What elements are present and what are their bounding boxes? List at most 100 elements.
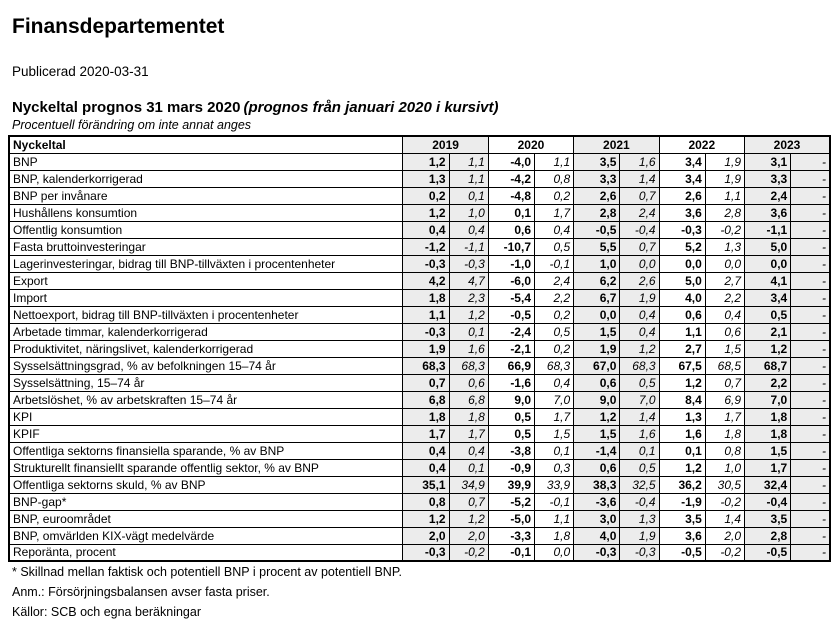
cell-2021-prognos-mars: 0,6 (573, 373, 621, 392)
cell-2019-prognos-januari: 2,3 (448, 288, 489, 307)
cell-2022-prognos-mars: 1,1 (658, 322, 706, 341)
row-label: Nettoexport, bidrag till BNP-tillväxten … (8, 305, 404, 324)
cell-2023-prognos-mars: 2,4 (743, 186, 792, 205)
cell-2020-prognos-mars: 39,9 (487, 475, 536, 494)
table-row: Offentliga sektorns finansiella sparande… (8, 441, 831, 460)
cell-2022-prognos-januari: 1,9 (704, 169, 746, 188)
cell-2021-prognos-januari: 32,5 (619, 475, 660, 494)
cell-2023-prognos-mars: 3,5 (743, 509, 792, 528)
cell-2019-prognos-mars: 1,1 (402, 305, 450, 324)
cell-2023-prognos-januari: - (790, 169, 831, 188)
cell-2022-prognos-januari: 68,5 (704, 356, 746, 375)
cell-2021-prognos-januari: 2,6 (619, 271, 660, 290)
cell-2022-prognos-mars: 1,6 (658, 424, 706, 443)
cell-2021-prognos-januari: 2,4 (619, 203, 660, 222)
cell-2023-prognos-januari: - (790, 288, 831, 307)
cell-2023-prognos-mars: -0,4 (743, 492, 792, 511)
footnotes: * Skillnad mellan faktisk och potentiell… (12, 565, 831, 620)
cell-2020-prognos-mars: -3,3 (487, 526, 536, 545)
cell-2019-prognos-januari: 1,7 (448, 424, 489, 443)
table-row: Sysselsättning, 15–74 år 0,7 0,6 -1,6 0,4 0,6… (8, 373, 831, 392)
cell-2023-prognos-januari: - (790, 475, 831, 494)
cell-2020-prognos-januari: 1,7 (533, 203, 575, 222)
cell-2022-prognos-mars: 36,2 (658, 475, 706, 494)
table-row: Lagerinvesteringar, bidrag till BNP-till… (8, 254, 831, 273)
cell-2023-prognos-januari: - (790, 220, 831, 239)
cell-2022-prognos-januari: -0,2 (704, 220, 746, 239)
cell-2020-prognos-mars: -0,1 (487, 543, 536, 562)
cell-2021-prognos-mars: -1,4 (573, 441, 621, 460)
cell-2020-prognos-januari: 0,8 (533, 169, 575, 188)
cell-2019-prognos-mars: 1,8 (402, 407, 450, 426)
cell-2019-prognos-mars: 4,2 (402, 271, 450, 290)
cell-2021-prognos-januari: 0,5 (619, 458, 660, 477)
cell-2021-prognos-mars: -0,5 (573, 220, 621, 239)
cell-2019-prognos-mars: 1,8 (402, 288, 450, 307)
cell-2022-prognos-januari: 1,4 (704, 509, 746, 528)
table-row: BNP, omvärlden KIX-vägt medelvärde 2,0 2,0… (8, 526, 831, 545)
cell-2020-prognos-januari: 0,5 (533, 322, 575, 341)
cell-2023-prognos-mars: 3,4 (743, 288, 792, 307)
cell-2020-prognos-januari: 2,4 (533, 271, 575, 290)
cell-2021-prognos-januari: 0,4 (619, 305, 660, 324)
row-label: Reporänta, procent (8, 543, 404, 562)
cell-2019-prognos-januari: 1,1 (448, 169, 489, 188)
cell-2021-prognos-mars: 5,5 (573, 237, 621, 256)
cell-2023-prognos-mars: 1,5 (743, 441, 792, 460)
nyckeltal-table: Nyckeltal 2019 2020 2021 2022 2023 BNP 1,2 1,1… (8, 135, 831, 562)
cell-2023-prognos-januari: - (790, 152, 831, 171)
cell-2019-prognos-januari: 4,7 (448, 271, 489, 290)
cell-2023-prognos-januari: - (790, 322, 831, 341)
cell-2022-prognos-januari: 1,5 (704, 339, 746, 358)
cell-2020-prognos-mars: -6,0 (487, 271, 536, 290)
cell-2019-prognos-mars: 35,1 (402, 475, 450, 494)
cell-2020-prognos-mars: -5,0 (487, 509, 536, 528)
table-row: Import 1,8 2,3 -5,4 2,2 6,7 1,9 4,0 2,2 3,4- (8, 288, 831, 307)
cell-2021-prognos-mars: 0,0 (573, 305, 621, 324)
row-label: Hushållens konsumtion (8, 203, 404, 222)
cell-2019-prognos-mars: -0,3 (402, 543, 450, 562)
cell-2019-prognos-mars: 1,9 (402, 339, 450, 358)
cell-2022-prognos-mars: 1,2 (658, 458, 706, 477)
cell-2023-prognos-januari: - (790, 186, 831, 205)
table-row: Strukturellt finansiellt sparande offent… (8, 458, 831, 477)
row-label: Strukturellt finansiellt sparande offent… (8, 458, 404, 477)
cell-2023-prognos-mars: -1,1 (743, 220, 792, 239)
cell-2020-prognos-mars: -10,7 (487, 237, 536, 256)
table-row: Arbetslöshet, % av arbetskraften 15–74 å… (8, 390, 831, 409)
cell-2021-prognos-januari: 1,2 (619, 339, 660, 358)
row-label: Offentliga sektorns skuld, % av BNP (8, 475, 404, 494)
cell-2021-prognos-mars: 1,5 (573, 322, 621, 341)
cell-2019-prognos-mars: 1,3 (402, 169, 450, 188)
page-title: Finansdepartementet (12, 15, 225, 38)
row-label: Offentliga sektorns finansiella sparande… (8, 441, 404, 460)
column-header-nyckeltal: Nyckeltal (8, 135, 404, 154)
cell-2022-prognos-mars: -0,3 (658, 220, 706, 239)
cell-2022-prognos-mars: 3,6 (658, 526, 706, 545)
cell-2023-prognos-mars: 0,5 (743, 305, 792, 324)
footnote-kallor: Källor: SCB och egna beräkningar (12, 605, 202, 619)
cell-2020-prognos-mars: -4,2 (487, 169, 536, 188)
cell-2022-prognos-mars: 8,4 (658, 390, 706, 409)
cell-2019-prognos-januari: 2,0 (448, 526, 489, 545)
table-row: Hushållens konsumtion 1,2 1,0 0,1 1,7 2,8 2,4 3… (8, 203, 831, 222)
table-row: Sysselsättningsgrad, % av befolkningen 1… (8, 356, 831, 375)
cell-2023-prognos-mars: 2,8 (743, 526, 792, 545)
cell-2023-prognos-mars: 1,8 (743, 407, 792, 426)
cell-2023-prognos-mars: 0,0 (743, 254, 792, 273)
cell-2022-prognos-mars: -0,5 (658, 543, 706, 562)
cell-2021-prognos-mars: 6,7 (573, 288, 621, 307)
row-label: BNP, euroområdet (8, 509, 404, 528)
row-label: BNP (8, 152, 404, 171)
cell-2019-prognos-mars: 0,4 (402, 441, 450, 460)
cell-2023-prognos-mars: 2,1 (743, 322, 792, 341)
row-label: BNP, kalenderkorrigerad (8, 169, 404, 188)
cell-2021-prognos-mars: 1,2 (573, 407, 621, 426)
row-label: BNP per invånare (8, 186, 404, 205)
cell-2022-prognos-mars: 2,6 (658, 186, 706, 205)
cell-2020-prognos-mars: 66,9 (487, 356, 536, 375)
table-title-note: (prognos från januari 2020 i kursivt) (243, 99, 499, 116)
table-row: KPI 1,8 1,8 0,5 1,7 1,2 1,4 1,3 1,7 1,8- (8, 407, 831, 426)
row-label: Offentlig konsumtion (8, 220, 404, 239)
cell-2021-prognos-mars: 6,2 (573, 271, 621, 290)
